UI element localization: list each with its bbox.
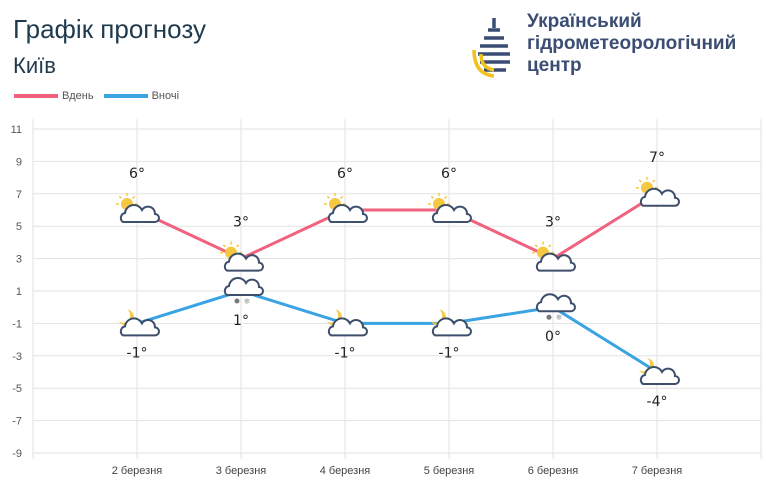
cloud-shape: [639, 366, 680, 385]
sun-cloud-icon: [116, 193, 160, 223]
y-tick-label: 7: [16, 189, 22, 201]
legend-label-night[interactable]: Вночі: [151, 90, 180, 102]
moon-cloud-icon: [327, 309, 368, 337]
cloud-shape: [535, 293, 576, 313]
organization-name: Український гідрометеорологічний центр: [527, 11, 736, 77]
sun-ray: [534, 244, 538, 248]
sun-ray: [652, 179, 656, 183]
sun-ray: [118, 195, 122, 199]
y-tick-label: -9: [12, 448, 22, 460]
y-tick-label: 3: [16, 254, 22, 266]
x-tick-label: 4 березня: [320, 465, 371, 477]
moon-cloud-icon: [431, 309, 472, 337]
x-tick-label: 7 березня: [632, 465, 683, 477]
data-label: 6°: [337, 166, 353, 182]
y-tick-label: -7: [12, 416, 22, 428]
series-line-night: [136, 289, 658, 374]
sun-cloud-icon: [636, 176, 680, 207]
sun-ray: [132, 195, 136, 199]
cloud-shape: [119, 204, 160, 223]
legend-swatch-night: [103, 94, 148, 98]
sun-cloud-icon: [220, 241, 264, 272]
data-label: 1°: [233, 313, 249, 329]
org-line: центр: [527, 55, 582, 76]
sun-cloud-icon: [532, 241, 576, 272]
x-tick-label: 3 березня: [216, 465, 267, 477]
y-tick-label: -5: [12, 383, 22, 395]
moon-cloud-icon: [639, 358, 680, 385]
y-tick-label: 1: [16, 286, 22, 298]
data-label: 3°: [545, 215, 561, 231]
data-label: -1°: [439, 345, 460, 361]
sun-ray: [340, 195, 344, 199]
snowflake: ❄: [556, 313, 563, 322]
snowflake: ❄: [244, 297, 251, 306]
data-label: 7°: [649, 150, 665, 166]
cloud-shape: [431, 204, 472, 223]
cloud-shape: [119, 317, 160, 337]
cloud-shape: [223, 277, 264, 296]
org-line: гідрометеорологічний: [527, 33, 737, 54]
data-label: 0°: [545, 329, 561, 345]
sun-ray: [444, 195, 448, 199]
data-label: -1°: [127, 345, 148, 361]
sun-cloud-icon: [428, 193, 472, 223]
y-tick-label: 11: [11, 124, 22, 136]
y-tick-label: -3: [12, 351, 22, 363]
sun-ray: [548, 244, 552, 248]
raindrop: [234, 298, 240, 304]
y-tick-label: 5: [16, 221, 22, 233]
cloud-shape: [223, 252, 264, 272]
x-tick-label: 6 березня: [528, 465, 579, 477]
data-label: -1°: [335, 345, 356, 361]
sun-cloud-icon: [324, 193, 368, 223]
data-label: 6°: [129, 166, 145, 182]
sun-ray: [222, 244, 226, 248]
x-tick-label: 2 березня: [112, 465, 163, 477]
sun-ray: [638, 179, 642, 183]
raindrop: [546, 314, 552, 320]
sun-ray: [326, 195, 330, 199]
city-name: Київ: [13, 53, 56, 78]
legend-swatch-day: [14, 94, 58, 98]
page-title: Графік прогнозу: [13, 14, 206, 44]
sun-ray: [236, 244, 240, 248]
cloud-shape: [431, 317, 472, 337]
sun-ray: [430, 195, 434, 199]
data-label: 3°: [233, 215, 249, 231]
data-label: -4°: [647, 394, 668, 410]
logo-icon: [472, 18, 510, 78]
y-tick-label: -1: [12, 318, 22, 330]
series-line-day: [136, 192, 658, 261]
y-tick-label: 9: [16, 156, 22, 168]
cloud-shape: [535, 252, 576, 272]
cloud-shape: [639, 187, 680, 207]
cloud-shape: [327, 204, 368, 223]
legend-label-day[interactable]: Вдень: [62, 90, 94, 102]
legend: Вдень Вночі: [14, 90, 179, 102]
x-tick-label: 5 березня: [424, 465, 475, 477]
org-line: Український: [527, 11, 642, 32]
cloud-shape: [327, 317, 368, 337]
cloud-rain-snow-icon: [223, 277, 264, 304]
moon-cloud-icon: [119, 309, 160, 337]
data-label: 6°: [441, 166, 457, 182]
cloud-rain-snow-icon: [535, 293, 576, 320]
